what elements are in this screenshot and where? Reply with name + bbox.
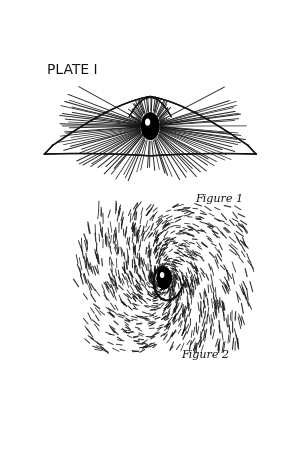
- Text: Figure 2: Figure 2: [182, 350, 230, 360]
- Circle shape: [141, 113, 159, 139]
- Circle shape: [146, 119, 150, 125]
- Text: PLATE I: PLATE I: [47, 63, 97, 77]
- Circle shape: [157, 268, 171, 289]
- Circle shape: [160, 273, 164, 277]
- Text: Figure 1: Figure 1: [196, 194, 244, 204]
